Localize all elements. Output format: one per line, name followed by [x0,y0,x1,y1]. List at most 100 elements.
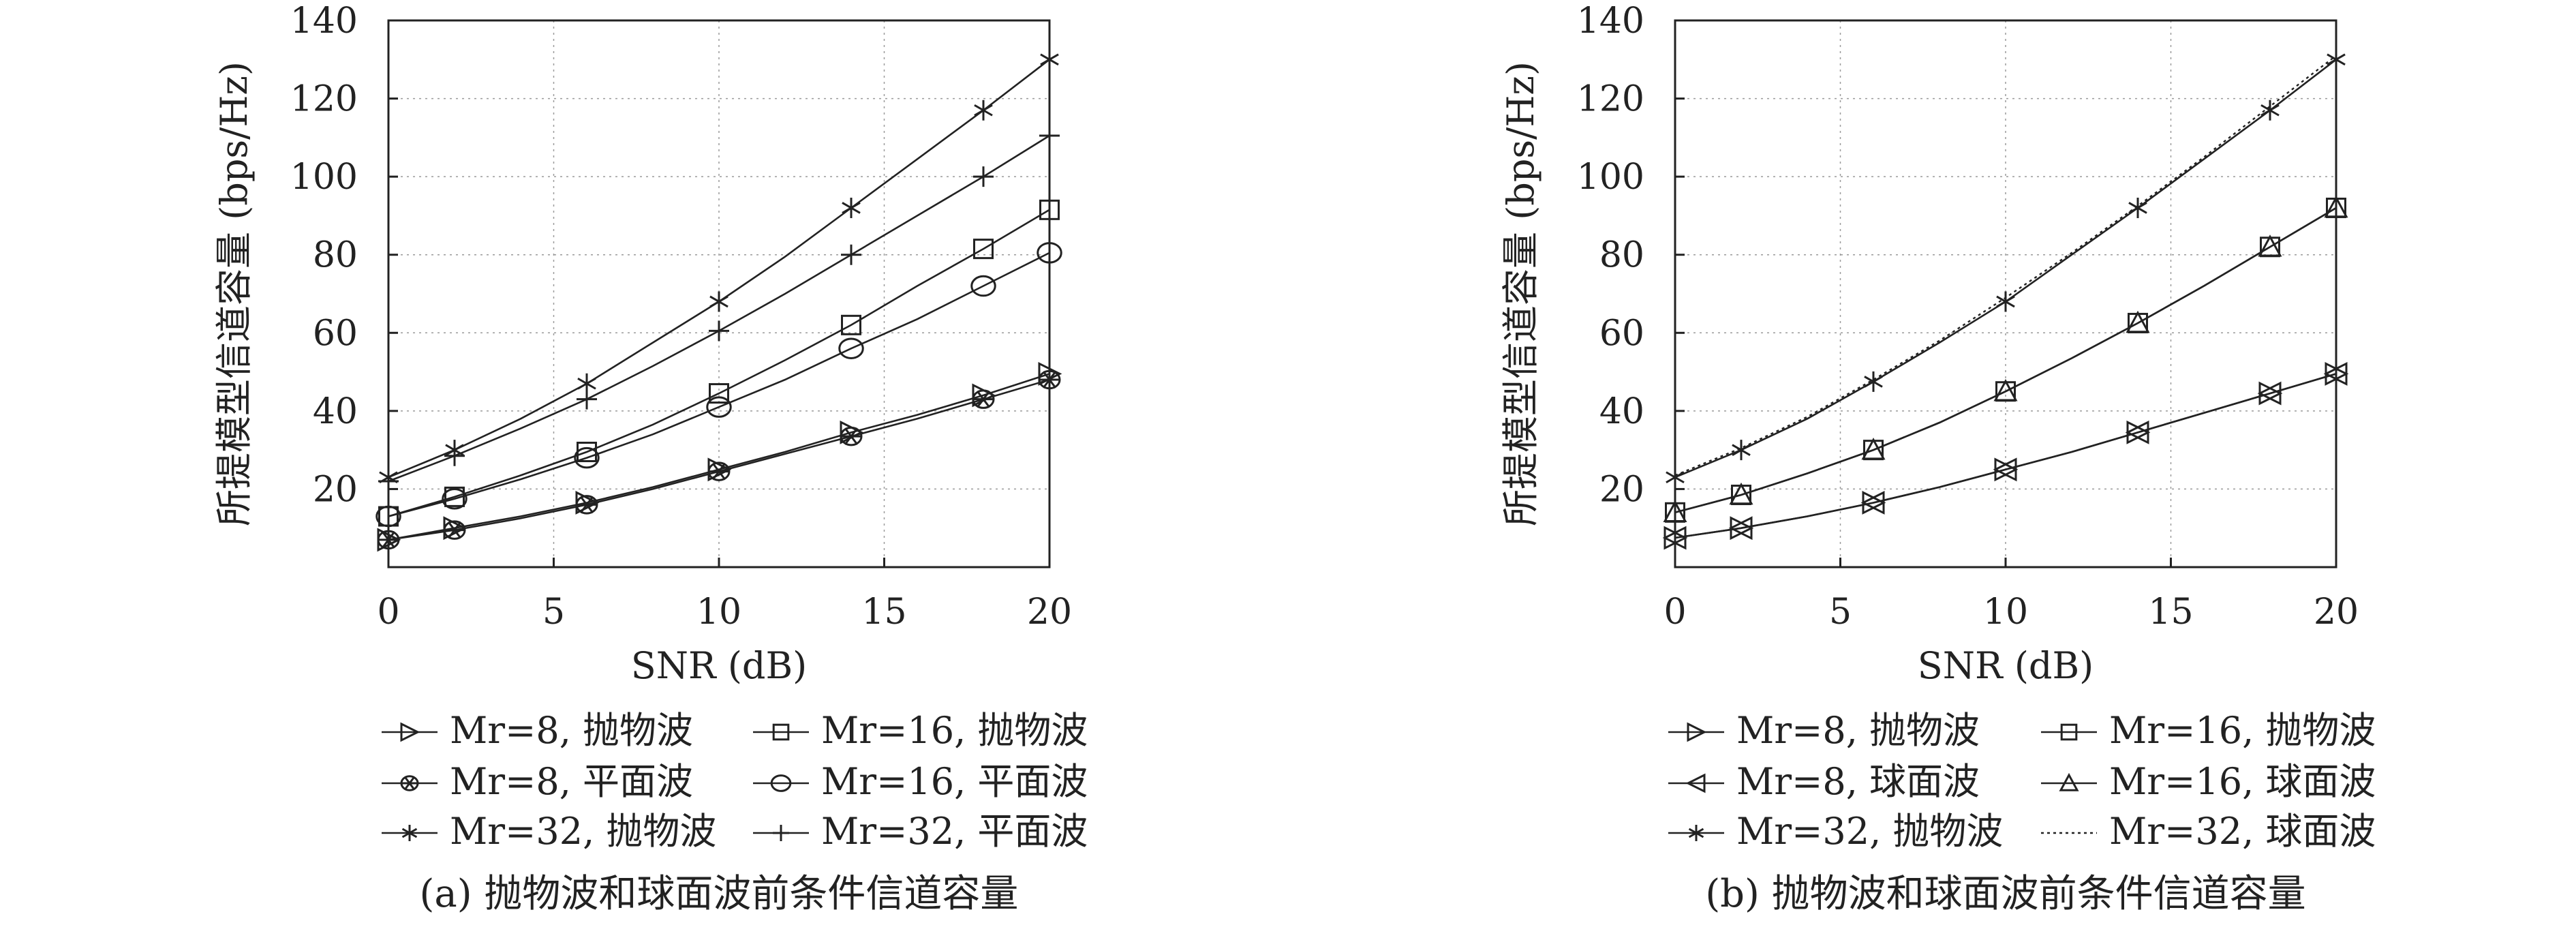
data-point [973,166,994,187]
y-axis-label: 所提模型信道容量 (bps/Hz) [213,61,256,526]
data-point [1038,369,1061,390]
chart-caption: (a) 抛物波和球面波前条件信道容量 [420,872,1019,916]
legend-label: Mr=8, 球面波 [1736,760,1980,803]
series-line [388,252,1050,517]
data-point [1039,199,1060,220]
data-point [1040,49,1059,70]
legend-item: Mr=32, 抛物波 [382,810,716,853]
legend-item: Mr=8, 球面波 [1668,760,1980,803]
legend-item: Mr=32, 球面波 [2041,810,2376,853]
legend-item: Mr=8, 抛物波 [382,709,693,752]
legend-swatch-marker [770,774,792,792]
x-axis-label: SNR (dB) [631,644,807,687]
y-tick-label: 20 [1599,469,1644,510]
data-point [443,520,466,540]
x-tick-label: 20 [1027,592,1072,633]
y-tick-label: 80 [1599,235,1644,276]
data-point [1729,482,1753,505]
x-tick-label: 20 [2314,592,2359,633]
data-point [378,470,399,491]
series-line [388,373,1050,541]
data-point [1861,437,1886,460]
data-point [974,100,993,121]
y-tick-label: 60 [313,313,358,354]
legend-item: Mr=16, 抛物波 [2041,709,2376,752]
data-point [575,495,598,515]
legend-swatch-marker [401,825,418,841]
series-mr-32 [378,125,1060,491]
x-tick-label: 5 [542,592,565,633]
y-tick-label: 120 [1577,79,1644,120]
legend-swatch-marker [2060,723,2078,741]
y-tick-label: 100 [1577,157,1644,198]
data-point [2324,195,2348,218]
legend-label: Mr=16, 平面波 [821,760,1088,803]
legend-label: Mr=32, 抛物波 [1736,810,2003,853]
data-point [444,445,465,466]
series-mr-16 [1663,195,2348,523]
data-point [1662,526,1687,550]
x-tick-label: 0 [1663,592,1686,633]
data-point [2323,362,2348,386]
series-line [388,378,1050,541]
data-point [1666,467,1685,488]
data-point [1996,291,2015,312]
data-point [1993,457,2017,482]
x-tick-label: 15 [2148,592,2193,633]
data-point [2327,49,2346,70]
data-point [841,314,861,335]
data-point [1039,125,1060,146]
y-axis-label: 所提模型信道容量 (bps/Hz) [1499,61,1542,526]
series-mr-8 [1662,362,2348,550]
series-mr-32 [1666,49,2346,488]
series-line [1674,207,2337,514]
data-point [574,446,600,469]
data-point [709,383,729,404]
y-tick-label: 120 [290,79,358,120]
legend-swatch-marker [1688,825,1704,841]
x-tick-label: 15 [861,592,906,633]
data-point [841,244,861,265]
series-line [1674,373,2337,539]
legend-label: Mr=32, 平面波 [821,810,1088,853]
legend-item: Mr=32, 平面波 [753,810,1088,853]
y-tick-label: 100 [290,157,358,198]
data-point [840,426,863,446]
data-point [375,505,401,528]
data-point [577,389,597,410]
series-mr-16 [1665,197,2346,523]
legend-swatch-marker [2059,772,2079,791]
legend-item: Mr=8, 抛物波 [1668,709,1980,752]
data-point [1663,500,1687,523]
data-point [2260,100,2280,121]
legend-item: Mr=8, 平面波 [382,760,693,803]
y-tick-label: 40 [313,391,358,432]
y-tick-label: 140 [1577,1,1644,42]
y-tick-label: 40 [1599,391,1644,432]
legend-item: Mr=16, 平面波 [753,760,1088,803]
legend-swatch-marker [1685,773,1706,793]
legend-swatch-marker [400,722,420,742]
x-axis-label: SNR (dB) [1918,644,2094,687]
legend-swatch-marker [1687,722,1707,742]
series-mr-32 [1674,55,2337,476]
data-point [2258,234,2282,257]
data-point [973,239,994,260]
series-mr-16 [375,242,1062,528]
data-point [1864,371,1883,392]
series-line [1674,55,2337,476]
data-point [1728,516,1753,541]
data-point [972,389,995,409]
data-point [1993,379,2018,401]
data-point [842,197,861,218]
y-tick-label: 20 [313,469,358,510]
data-point [442,488,467,510]
x-tick-label: 5 [1829,592,1852,633]
data-point [1860,491,1885,515]
data-point [707,461,731,481]
x-tick-label: 0 [377,592,399,633]
legend-item: Mr=32, 抛物波 [1668,810,2003,853]
data-point [709,291,729,312]
y-tick-label: 80 [313,235,358,276]
data-point [970,275,996,297]
